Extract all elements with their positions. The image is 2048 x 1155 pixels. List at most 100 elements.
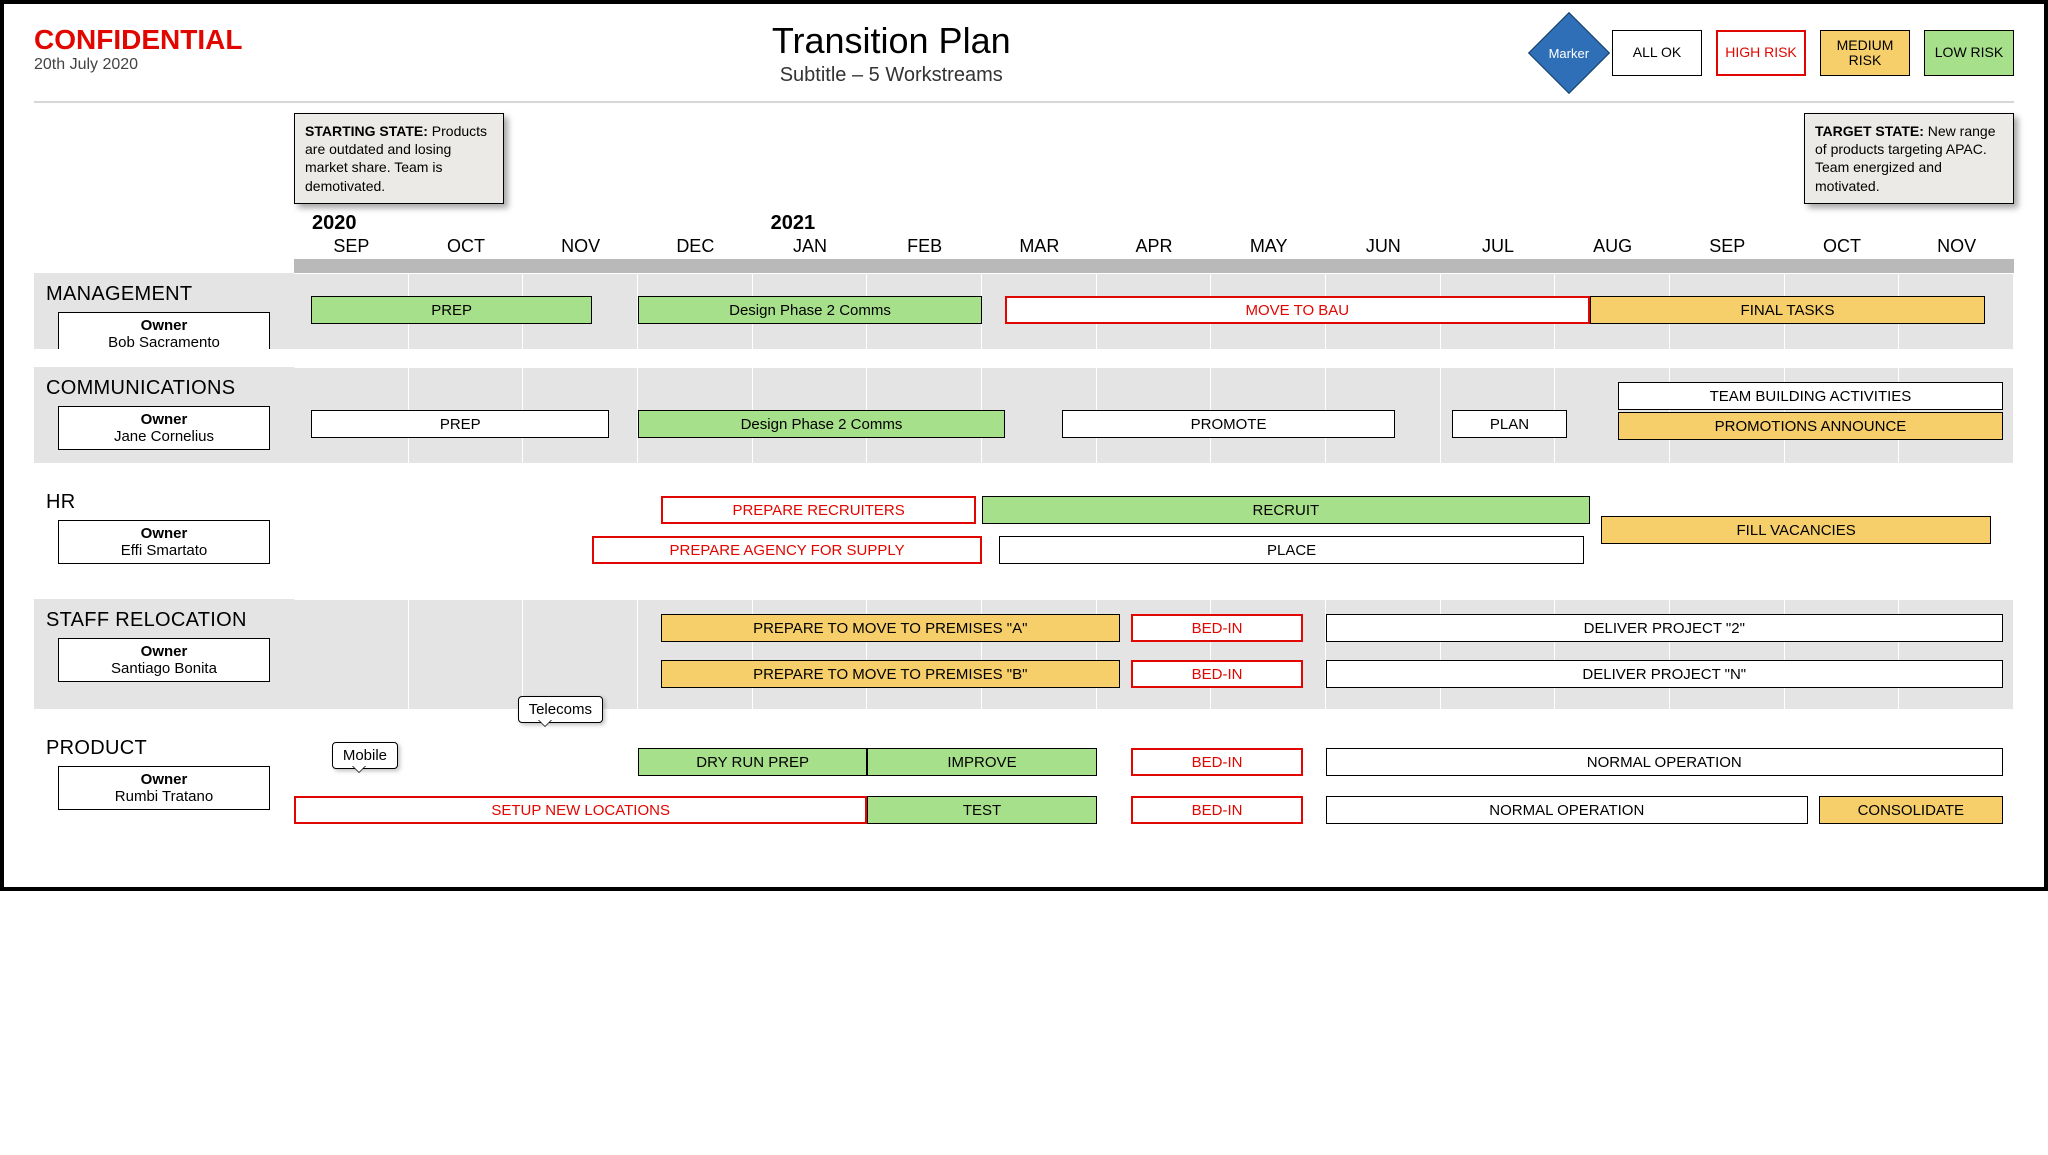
owner-word: Owner [65,771,263,788]
workstream-name: HR [46,491,282,514]
page-title: Transition Plan [772,20,1011,62]
month-label: DEC [638,236,753,257]
owner-word: Owner [65,525,263,542]
gantt-bar: TEST [867,796,1096,824]
header: CONFIDENTIAL 20th July 2020 Transition P… [34,24,2014,87]
gantt-bar: PLAN [1452,410,1567,438]
year-row: 2020 2021 [294,212,2014,236]
legend: Marker ALL OK HIGH RISK MEDIUM RISK LOW … [1540,24,2014,82]
gantt-bar: FINAL TASKS [1590,296,1986,324]
gantt-bar: PREP [311,410,609,438]
row-spacer [294,581,2014,599]
gantt-bar: DRY RUN PREP [638,748,867,776]
month-label: MAR [982,236,1097,257]
header-left: CONFIDENTIAL 20th July 2020 [34,24,242,74]
starting-state-box: STARTING STATE: Products are outdated an… [294,113,504,204]
workstream-label: STAFF RELOCATION OwnerSantiago Bonita [34,599,294,709]
owner-box: OwnerSantiago Bonita [58,638,270,682]
owner-word: Owner [65,643,263,660]
workstream-label: PRODUCT OwnerRumbi Tratano [34,727,294,847]
workstream-lane: PREPDesign Phase 2 CommsPROMOTEPLANTEAM … [294,367,2014,463]
row-spacer [34,709,294,727]
month-label: APR [1097,236,1212,257]
gantt-bar: NORMAL OPERATION [1326,796,1808,824]
owner-word: Owner [65,411,263,428]
month-label: JAN [753,236,868,257]
gantt-bar: DELIVER PROJECT "N" [1326,660,2003,688]
gantt-bar: BED-IN [1131,748,1303,776]
plan-grid: STARTING STATE: Products are outdated an… [34,113,2014,847]
owner-box: OwnerRumbi Tratano [58,766,270,810]
gantt-bar: MOVE TO BAU [1005,296,1590,324]
legend-low-risk: LOW RISK [1924,30,2014,76]
target-state-box: TARGET STATE: New range of products targ… [1804,113,2014,204]
owner-word: Owner [65,317,263,334]
legend-marker-icon: Marker [1528,12,1610,94]
month-label: NOV [1899,236,2014,257]
workstream-lane: PREPARE RECRUITERSRECRUITPREPARE AGENCY … [294,481,2014,581]
owner-name: Effi Smartato [65,542,263,559]
gantt-bar: CONSOLIDATE [1819,796,2002,824]
owner-name: Jane Cornelius [65,428,263,445]
gantt-bar: PLACE [999,536,1584,564]
title-block: Transition Plan Subtitle – 5 Workstreams [772,20,1011,87]
month-label: FEB [867,236,982,257]
gantt-bar: DELIVER PROJECT "2" [1326,614,2003,642]
gantt-bar: BED-IN [1131,614,1303,642]
month-label: OCT [409,236,524,257]
row-spacer [294,463,2014,481]
year-label: 2021 [753,212,816,235]
owner-box: OwnerJane Cornelius [58,406,270,450]
gantt-bar: BED-IN [1131,660,1303,688]
target-state-title: TARGET STATE: [1815,123,1924,139]
gantt-bar: FILL VACANCIES [1601,516,1991,544]
plan-top-left-spacer [34,113,294,273]
workstream-label: COMMUNICATIONS OwnerJane Cornelius [34,367,294,463]
callout: Mobile [332,742,398,769]
owner-box: OwnerEffi Smartato [58,520,270,564]
gantt-bar: PREP [311,296,592,324]
starting-state-title: STARTING STATE: [305,123,428,139]
year-label: 2020 [294,212,357,235]
gantt-bar: Design Phase 2 Comms [638,296,982,324]
workstream-lane: PREP Design Phase 2 Comms MOVE TO BAUFINAL… [294,273,2014,349]
month-label: JUL [1441,236,1556,257]
month-label: SEP [294,236,409,257]
month-label: SEP [1670,236,1785,257]
gantt-bar: PREPARE TO MOVE TO PREMISES "A" [661,614,1120,642]
gantt-bar: IMPROVE [867,748,1096,776]
callout: Telecoms [518,696,603,723]
gantt-bar: SETUP NEW LOCATIONS [294,796,867,824]
legend-medium-risk: MEDIUM RISK [1820,30,1910,76]
legend-all-ok: ALL OK [1612,30,1702,76]
timeline-band [294,259,2014,273]
gantt-bar: PREPARE TO MOVE TO PREMISES "B" [661,660,1120,688]
row-spacer [34,349,294,367]
header-separator [34,101,2014,103]
workstream-lane: DRY RUN PREPIMPROVE BED-IN NORMAL OPERATIO… [294,727,2014,847]
workstream-name: STAFF RELOCATION [46,609,282,632]
workstream-label: HR OwnerEffi Smartato [34,481,294,581]
gantt-bar: RECRUIT [982,496,1590,524]
workstream-name: PRODUCT [46,737,282,760]
owner-name: Rumbi Tratano [65,788,263,805]
owner-name: Santiago Bonita [65,660,263,677]
gantt-bar: PROMOTIONS ANNOUNCE [1618,412,2002,440]
workstream-label: MANAGEMENTOwnerBob Sacramento [34,273,294,349]
legend-marker-label: Marker [1549,45,1589,60]
confidential-label: CONFIDENTIAL [34,24,242,56]
timeline-header: STARTING STATE: Products are outdated an… [294,113,2014,273]
workstream-name: COMMUNICATIONS [46,377,282,400]
month-label: JUN [1326,236,1441,257]
gantt-bar: TEAM BUILDING ACTIVITIES [1618,382,2002,410]
month-label: OCT [1785,236,1900,257]
month-row: SEPOCTNOVDECJANFEBMARAPRMAYJUNJULAUGSEPO… [294,236,2014,257]
gantt-bar: NORMAL OPERATION [1326,748,2003,776]
month-label: NOV [523,236,638,257]
page-subtitle: Subtitle – 5 Workstreams [772,64,1011,87]
month-label: MAY [1211,236,1326,257]
gantt-bar: PREPARE RECRUITERS [661,496,976,524]
gantt-bar: Design Phase 2 Comms [638,410,1005,438]
workstream-lane: PREPARE TO MOVE TO PREMISES "A" BED-IN DEL… [294,599,2014,709]
header-date: 20th July 2020 [34,56,242,74]
